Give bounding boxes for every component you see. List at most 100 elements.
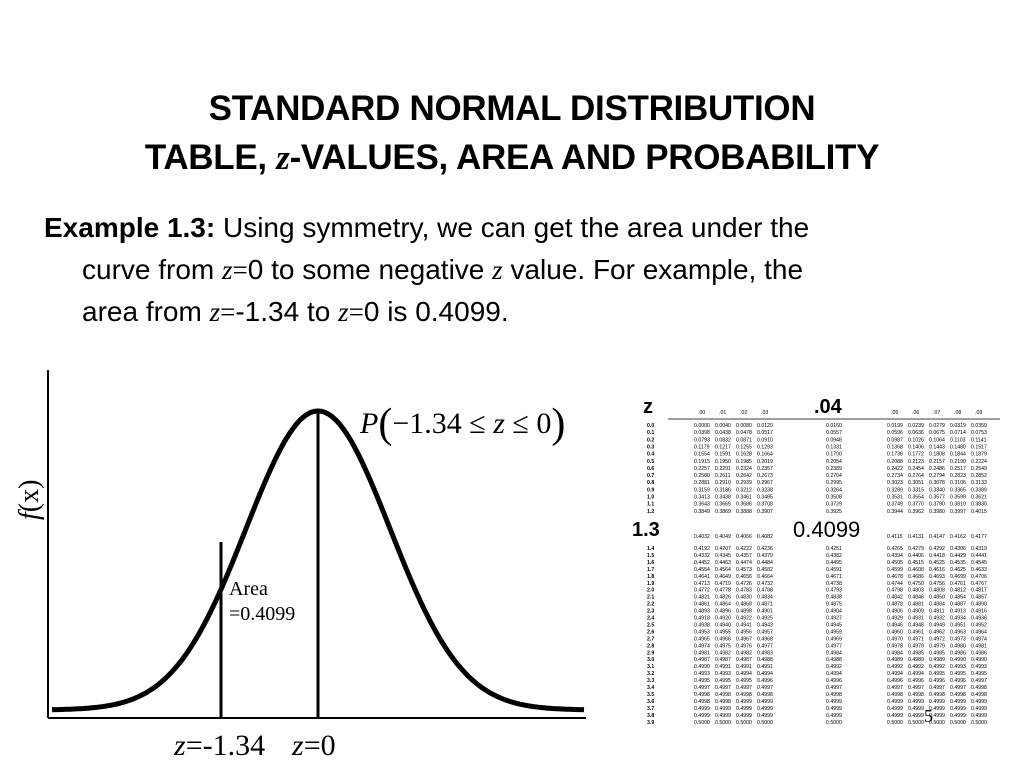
table-cell: 0.4980 [950, 643, 966, 649]
table-col-header: .05 [891, 410, 898, 416]
table-cell: 0.4979 [908, 643, 924, 649]
table-cell: 0.4887 [950, 602, 966, 608]
table-cell: 0.4878 [887, 602, 903, 608]
table-cell: 0.4767 [971, 581, 987, 587]
table-cell: 0.4918 [694, 616, 710, 622]
table-cell: 0.4999 [757, 706, 773, 712]
table-row-z: 1.5 [647, 553, 654, 559]
table-cell: 0.4418 [929, 553, 945, 559]
line3-eq2: = [348, 297, 364, 327]
table-cell: 0.2224 [971, 459, 987, 465]
table-cell: 0.5000 [950, 720, 966, 726]
title-z-symbol: z [276, 138, 290, 177]
table-cell: 0.4131 [908, 534, 924, 540]
table-col-header: .03 [761, 410, 768, 416]
table-cell: 0.4994 [826, 671, 842, 677]
table-row-z: 3.8 [647, 713, 654, 719]
table-row-z: 0.1 [647, 430, 654, 436]
table-cell: 0.4996 [887, 678, 903, 684]
table-cell: 0.4616 [929, 567, 945, 573]
title-suffix: -VALUES, AREA AND PROBABILITY [289, 138, 880, 177]
table-cell: 0.4997 [694, 685, 710, 691]
table-cell: 0.0040 [715, 423, 731, 429]
table-cell: 0.1217 [715, 444, 731, 450]
table-cell: 0.4898 [736, 609, 752, 615]
table-cell: 0.0319 [950, 423, 966, 429]
z-neg-label: z=-1.34 [173, 729, 265, 762]
table-cell: 0.4941 [736, 622, 752, 628]
table-cell: 0.4991 [715, 664, 731, 670]
table-cell: 0.3643 [694, 502, 710, 508]
table-cell: 0.4332 [694, 553, 710, 559]
table-cell: 0.4993 [950, 664, 966, 670]
table-cell: 0.4656 [736, 574, 752, 580]
table-cell: 0.2389 [826, 466, 842, 472]
example-line-3: area from z=-1.34 to z=0 is 0.4099. [44, 291, 1004, 333]
table-row-z: 0.0 [647, 423, 654, 429]
table-cell: 0.1664 [757, 452, 773, 458]
table-cell: 0.4993 [694, 671, 710, 677]
table-cell: 0.4474 [736, 560, 752, 566]
table-row-z: 2.2 [647, 602, 654, 608]
table-cell: 0.4996 [950, 678, 966, 684]
table-cell: 0.4726 [736, 581, 752, 587]
table-cell: 0.4999 [971, 713, 987, 719]
table-cell: 0.4999 [694, 713, 710, 719]
table-cell: 0.1331 [826, 444, 842, 450]
table-cell: 0.4834 [757, 595, 773, 601]
table-cells: .00 .01 .02 .03 .05 .06 .07 .08 .09 0.0 0.0000 0.00… [647, 410, 987, 726]
table-cell: 0.4986 [950, 650, 966, 656]
table-cell: 0.0948 [826, 437, 842, 443]
table-cell: 0.1480 [950, 444, 966, 450]
table-cell: 0.0160 [826, 423, 842, 429]
table-cell: 0.4049 [715, 534, 731, 540]
table-cell: 0.4732 [757, 581, 773, 587]
table-row-z: 2.4 [647, 616, 654, 622]
table-cell: 0.4999 [971, 706, 987, 712]
table-cell: 0.1554 [694, 452, 710, 458]
table-cell: 0.0438 [715, 430, 731, 436]
table-cell: 0.4868 [736, 602, 752, 608]
table-cell: 0.3264 [826, 487, 842, 493]
table-cell: 0.3686 [736, 502, 752, 508]
table-cell: 0.4357 [736, 553, 752, 559]
table-cell: 0.5000 [694, 720, 710, 726]
table-cell: 0.4932 [929, 616, 945, 622]
table-cell: 0.4999 [950, 706, 966, 712]
table-cell: 0.3238 [757, 487, 773, 493]
table-cell: 0.4996 [826, 678, 842, 684]
table-cell: 0.2422 [887, 466, 903, 472]
table-cell: 0.1255 [736, 444, 752, 450]
table-cell: 0.4995 [950, 671, 966, 677]
table-cell: 0.4633 [971, 567, 987, 573]
table-cell: 0.4990 [950, 657, 966, 663]
table-cell: 0.4959 [826, 629, 842, 635]
table-cell: 0.1844 [950, 452, 966, 458]
example-paragraph: Example 1.3: Using symmetry, we can get … [44, 207, 1004, 333]
table-cell: 0.2517 [950, 466, 966, 472]
table-cell: 0.5000 [715, 720, 731, 726]
table-cell: 0.0910 [757, 437, 773, 443]
table-cell: 0.4999 [757, 713, 773, 719]
table-cell: 0.3849 [694, 509, 710, 515]
table-cell: 0.4664 [757, 574, 773, 580]
table-cell: 0.4719 [715, 581, 731, 587]
table-row-z: 2.5 [647, 622, 654, 628]
table-cell: 0.3212 [736, 487, 752, 493]
table-cell: 0.4525 [929, 560, 945, 566]
table-row-z: 2.7 [647, 636, 654, 642]
table-cell: 0.4904 [826, 609, 842, 615]
table-cell: 0.4842 [887, 595, 903, 601]
table-cell: 0.4931 [908, 616, 924, 622]
table-cell: 0.1517 [971, 444, 987, 450]
table-cell: 0.4999 [826, 699, 842, 705]
table-cell: 0.3997 [950, 509, 966, 515]
table-cell: 0.4999 [757, 699, 773, 705]
table-cell: 0.4788 [757, 588, 773, 594]
table-cell: 0.4955 [715, 629, 731, 635]
table-cell: 0.3907 [757, 509, 773, 515]
table-cell: 0.4798 [887, 588, 903, 594]
table-row-z: 3.3 [647, 678, 654, 684]
table-cell: 0.3888 [736, 509, 752, 515]
